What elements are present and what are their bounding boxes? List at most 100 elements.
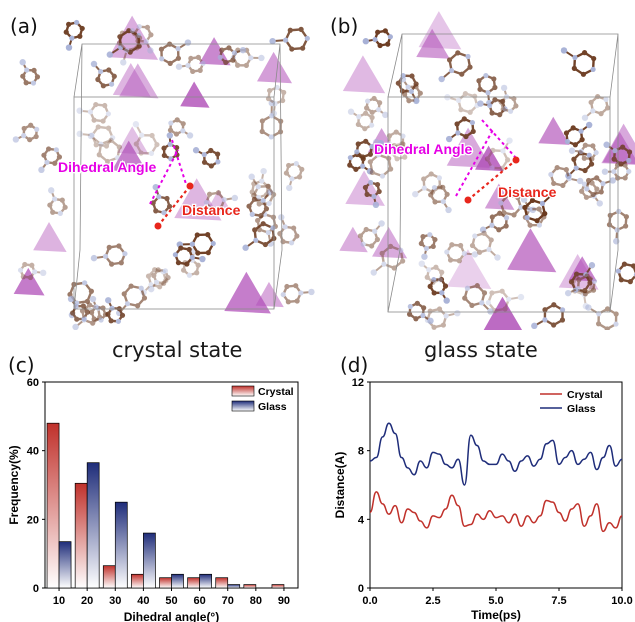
- imidazolate-ring: [347, 108, 375, 132]
- x-tick-label: 10: [53, 595, 65, 607]
- y-tick-label: 0: [358, 583, 364, 595]
- imidazolate-ring: [469, 230, 501, 261]
- imidazolate-ring: [428, 184, 452, 214]
- legend-label: Glass: [567, 403, 596, 415]
- distance-indicator-line: [157, 185, 191, 227]
- imidazolate-ring: [565, 150, 595, 180]
- imidazolate-ring: [131, 24, 154, 54]
- zn-tetrahedron: [174, 178, 222, 221]
- panel-d-label: (d): [340, 353, 369, 377]
- imidazolate-ring: [476, 72, 498, 107]
- bar-crystal-20: [74, 482, 88, 589]
- zn-tetrahedron: [372, 226, 408, 259]
- legend-label: Glass: [258, 401, 287, 413]
- imidazolate-ring: [161, 132, 180, 162]
- imidazolate-ring: [367, 138, 394, 179]
- imidazolate-ring: [72, 302, 103, 330]
- distance-label: Distance: [498, 184, 557, 200]
- zn-tetrahedron: [33, 222, 67, 252]
- imidazolate-ring: [362, 179, 382, 209]
- imidazolate-ring: [399, 75, 423, 104]
- imidazolate-ring: [477, 97, 508, 118]
- y-tick-label: 0: [33, 583, 39, 595]
- imidazolate-ring: [269, 26, 310, 52]
- legend-label: Crystal: [567, 389, 603, 401]
- imidazolate-ring: [548, 164, 584, 189]
- dihedral-angle-label: Dihedral Angle: [374, 141, 472, 157]
- imidazolate-ring: [265, 84, 287, 117]
- imidazolate-ring: [90, 243, 128, 267]
- molecule-field: [339, 11, 635, 330]
- x-tick-label: 30: [109, 595, 121, 607]
- imidazolate-ring: [354, 138, 385, 160]
- panel-a-caption: crystal state: [112, 338, 243, 362]
- imidazolate-ring: [19, 59, 41, 86]
- y-tick-label: 40: [27, 446, 39, 458]
- x-axis-label: Time(ps): [471, 608, 521, 622]
- x-tick-label: 20: [81, 595, 93, 607]
- imidazolate-ring: [364, 95, 389, 119]
- imidazolate-ring: [259, 99, 284, 140]
- imidazolate-ring: [485, 288, 525, 314]
- centroid-point: [186, 182, 194, 190]
- zn-tetrahedron: [484, 183, 515, 210]
- imidazolate-ring: [246, 189, 273, 219]
- imidazolate-ring: [479, 210, 510, 233]
- imidazolate-ring: [280, 283, 315, 305]
- imidazolate-ring: [230, 47, 265, 68]
- bar-glass-20: [86, 462, 100, 589]
- imidazolate-ring: [462, 283, 494, 315]
- x-tick-label: 60: [193, 595, 205, 607]
- x-tick-label: 7.5: [551, 595, 566, 607]
- imidazolate-ring: [249, 167, 271, 201]
- zn-tetrahedron: [224, 271, 271, 314]
- x-tick-label: 0.0: [362, 595, 377, 607]
- imidazolate-ring: [158, 39, 192, 66]
- imidazolate-ring: [132, 121, 160, 156]
- crystal-structure-image: Dihedral Angle Distance: [12, 15, 315, 330]
- imidazolate-ring: [203, 190, 239, 213]
- zn-tetrahedron: [111, 140, 148, 173]
- dihedral-indicator-line: [149, 149, 179, 205]
- imidazolate-ring: [438, 50, 473, 83]
- imidazolate-ring: [444, 242, 479, 264]
- imidazolate-ring: [357, 220, 385, 249]
- bar-glass-50: [171, 573, 184, 589]
- zn-tetrahedron: [180, 81, 210, 108]
- zn-tetrahedron: [119, 63, 159, 99]
- zn-tetrahedron: [416, 28, 450, 59]
- bar-glass-70: [227, 584, 241, 589]
- imidazolate-ring: [283, 160, 305, 192]
- imidazolate-ring: [564, 273, 598, 297]
- imidazolate-ring: [484, 137, 513, 171]
- imidazolate-ring: [444, 91, 480, 115]
- x-tick-label: 80: [250, 595, 262, 607]
- panel-b-label: (b): [330, 14, 359, 38]
- y-axis-label: Distance(A): [333, 452, 347, 519]
- y-tick-label: 60: [27, 377, 39, 389]
- y-tick-label: 12: [352, 377, 364, 389]
- imidazolate-ring: [601, 162, 632, 181]
- zn-tetrahedron: [446, 127, 492, 168]
- molecule-field: [12, 15, 315, 330]
- imidazolate-ring: [418, 260, 445, 285]
- panel-b-caption: glass state: [424, 338, 538, 362]
- bar-crystal-80: [243, 584, 257, 589]
- panel-c: (c) 10 20 30 40 50 60 70 80 90 0 20 40 60 Dihedral an…: [0, 353, 318, 622]
- y-tick-label: 4: [358, 514, 365, 526]
- y-tick-label: 8: [358, 446, 364, 458]
- imidazolate-ring: [418, 232, 438, 260]
- imidazolate-ring: [175, 54, 206, 75]
- imidazolate-ring: [106, 28, 142, 58]
- imidazolate-ring: [87, 132, 122, 165]
- imidazolate-ring: [167, 117, 194, 139]
- zn-tetrahedron: [112, 62, 151, 97]
- imidazolate-ring: [584, 175, 616, 198]
- imidazolate-ring: [90, 60, 117, 89]
- bar-glass-10: [58, 541, 72, 589]
- distance-indicator-line: [467, 159, 517, 201]
- bar-crystal-40: [131, 573, 144, 589]
- legend-swatch: [231, 385, 255, 397]
- imidazolate-ring: [248, 173, 277, 207]
- imidazolate-ring: [76, 124, 116, 149]
